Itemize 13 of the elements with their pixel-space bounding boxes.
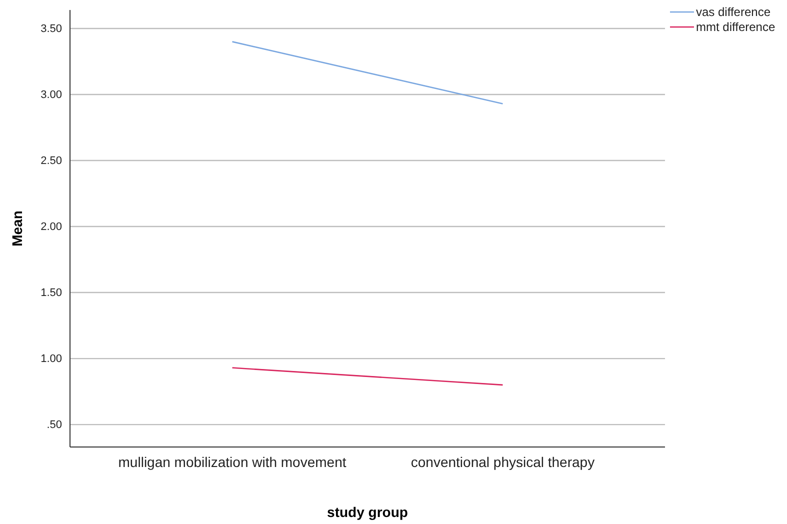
y-tick-label: 2.00: [40, 221, 62, 234]
legend-label: mmt difference: [696, 20, 776, 34]
x-tick-label: conventional physical therapy: [410, 454, 595, 470]
x-axis-title: study group: [327, 504, 408, 520]
y-tick-label: 3.00: [40, 89, 62, 102]
y-axis-title: Mean: [9, 210, 25, 246]
legend-label: vas difference: [696, 5, 771, 19]
x-tick-label: mulligan mobilization with movement: [118, 454, 346, 470]
y-tick-label: 2.50: [40, 155, 62, 168]
y-tick-label: .50: [46, 419, 62, 432]
y-tick-label: 3.50: [40, 23, 62, 36]
y-tick-label: 1.00: [40, 353, 62, 366]
y-tick-label: 1.50: [40, 287, 62, 300]
